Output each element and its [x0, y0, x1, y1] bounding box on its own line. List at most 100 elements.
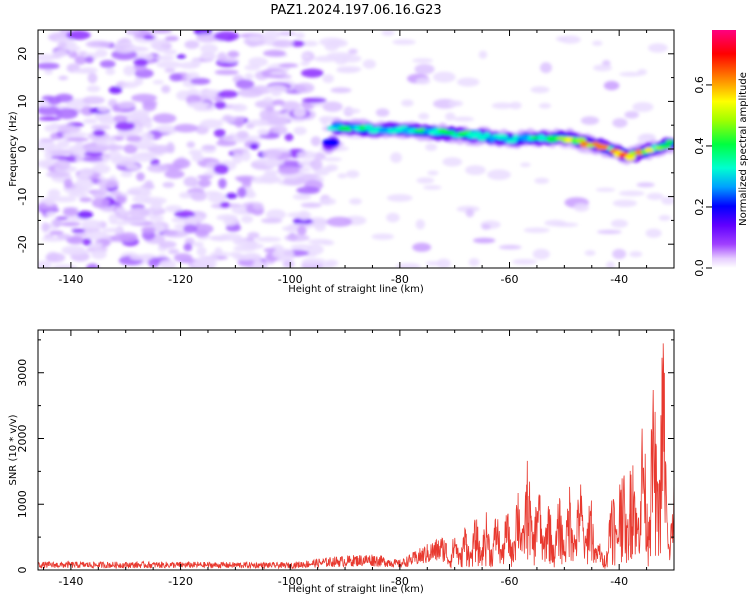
noise-blob: [530, 86, 550, 94]
noise-blob: [636, 182, 655, 188]
noise-blob: [468, 258, 480, 267]
noise-blob: [661, 196, 674, 205]
noise-blob: [395, 263, 421, 268]
noise-blob: [314, 171, 329, 176]
noise-blob: [319, 197, 337, 206]
noise-blob: [123, 144, 138, 154]
noise-blob: [292, 193, 312, 200]
noise-blob: [330, 87, 352, 94]
noise-blob: [264, 159, 281, 168]
noise-blob: [186, 141, 196, 148]
noise-blob: [223, 218, 238, 226]
noise-blob: [79, 197, 92, 203]
noise-blob: [386, 212, 400, 223]
noise-blob: [512, 258, 537, 265]
noise-blob: [237, 187, 247, 198]
noise-blob: [232, 153, 243, 164]
noise-blob: [81, 219, 102, 230]
noise-blob: [259, 109, 273, 120]
noise-blob: [248, 57, 268, 67]
noise-blob: [251, 176, 272, 184]
noise-blob: [386, 194, 413, 202]
noise-blob: [321, 240, 335, 246]
x-tick-label: -140: [58, 575, 83, 588]
noise-blob: [159, 128, 177, 134]
noise-blob: [282, 176, 306, 186]
noise-blob: [142, 100, 158, 107]
x-tick-label: -140: [58, 273, 83, 286]
noise-blob: [115, 195, 125, 203]
noise-blob: [637, 69, 647, 76]
noise-blob: [290, 40, 305, 47]
noise-blob: [152, 80, 164, 85]
noise-blob: [412, 242, 432, 252]
noise-blob: [237, 88, 264, 98]
colorbar: 0.0 0.2 0.4 0.6 Normalized spectral amplitu…: [693, 30, 749, 277]
noise-blob: [200, 119, 223, 129]
ridge-core: [495, 133, 509, 140]
noise-blob: [491, 102, 514, 109]
noise-blob: [121, 216, 146, 221]
noise-blob: [340, 54, 362, 63]
noise-blob: [234, 117, 244, 128]
noise-blob: [38, 105, 60, 116]
noise-blob: [297, 225, 307, 236]
x-tick-label: -40: [610, 273, 628, 286]
noise-blob: [532, 248, 550, 260]
noise-blob: [74, 55, 87, 65]
noise-blob: [272, 248, 295, 260]
noise-blob: [284, 234, 310, 242]
noise-blob: [193, 102, 207, 112]
noise-blob: [111, 155, 137, 166]
noise-blob: [648, 43, 668, 53]
noise-blob: [104, 144, 125, 151]
noise-blob: [276, 31, 297, 36]
noise-blob: [580, 116, 600, 125]
noise-blob: [237, 258, 254, 267]
x-tick-label: -120: [168, 273, 193, 286]
noise-blob: [218, 178, 227, 189]
noise-blob: [593, 64, 613, 72]
noise-blob: [190, 57, 202, 68]
noise-blob: [139, 118, 152, 125]
noise-blob: [165, 35, 179, 42]
noise-blob: [281, 101, 301, 111]
noise-blob: [337, 173, 348, 179]
noise-blob: [54, 159, 71, 171]
noise-blob: [83, 144, 109, 153]
noise-blob: [134, 75, 144, 86]
noise-blob: [252, 205, 265, 210]
noise-blob: [133, 141, 158, 148]
noise-blob: [174, 210, 195, 218]
noise-blob: [125, 164, 140, 171]
noise-blob: [272, 125, 288, 135]
noise-blob: [256, 236, 282, 242]
noise-blob: [301, 258, 326, 265]
noise-blob: [51, 219, 62, 226]
noise-blob: [45, 171, 71, 178]
noise-blob: [105, 67, 116, 76]
noise-blob: [272, 99, 285, 106]
noise-blob: [47, 188, 61, 198]
noise-blob: [79, 167, 94, 177]
noise-blob: [91, 125, 112, 130]
noise-blob: [115, 121, 135, 131]
noise-blob: [214, 101, 227, 109]
noise-blob: [66, 137, 89, 142]
noise-blob: [325, 164, 338, 172]
snr-xlabel: Height of straight line (km): [288, 584, 424, 595]
ridge-core: [483, 132, 491, 138]
noise-blob: [56, 233, 72, 240]
colorbar-tick-label: 0.4: [693, 137, 706, 155]
noise-blob: [110, 234, 130, 242]
y-tick-label: 0: [16, 146, 29, 153]
noise-blob: [198, 178, 212, 188]
colorbar-tick-label: 0.6: [693, 76, 706, 94]
noise-blob: [204, 89, 215, 97]
noise-blob: [66, 30, 91, 40]
noise-blob: [169, 73, 183, 82]
y-tick-label: 10: [16, 94, 29, 108]
noise-blob: [95, 49, 108, 58]
noise-blob: [44, 124, 58, 132]
